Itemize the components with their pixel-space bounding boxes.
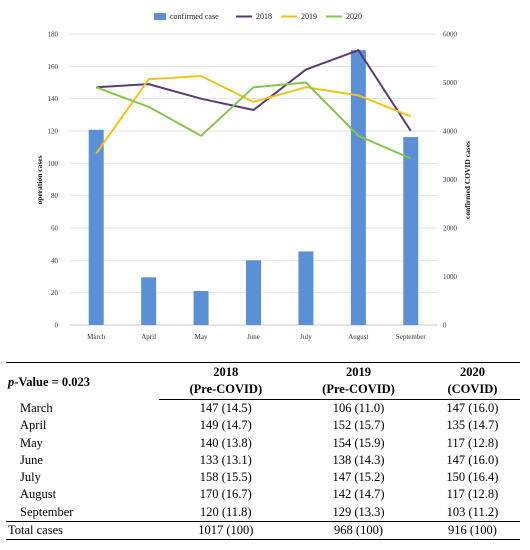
legend-label: 2019: [301, 12, 317, 21]
legend-label: 2018: [256, 12, 272, 21]
row-label: August: [20, 487, 57, 502]
total-2019: 968 (100): [292, 521, 425, 541]
y-left-tick-label: 120: [48, 128, 59, 136]
cell-2020: 150 (16.4): [446, 470, 499, 485]
bar: [350, 50, 366, 325]
gridlines: [70, 33, 437, 326]
cell-2018: 147 (14.5): [199, 401, 252, 415]
col-header-2018: 2018: [159, 362, 293, 380]
total-2020: 916 (100): [424, 521, 520, 541]
x-tick-label: August: [348, 333, 368, 341]
x-tick-label: March: [87, 333, 106, 341]
y-left-tick-label: 160: [48, 63, 59, 71]
cell-2019: 147 (15.2): [332, 470, 385, 485]
row-label: June: [20, 452, 43, 467]
bar-series: [88, 50, 419, 325]
combo-chart: 0 20 40 60 80 100 120 140 160 180 0 1000 2000 3000 400…: [35, 12, 472, 342]
legend: confirmed case 2018 2019 2020: [154, 12, 362, 21]
series-line-2018: [96, 49, 412, 132]
y-left-tick-label: 140: [48, 95, 59, 103]
data-table: p-Value = 0.023 2018 2019 2020 (Pre-COVI…: [6, 362, 520, 541]
table-row: August 170 (16.7) 142 (14.7) 117 (12.8): [6, 486, 520, 503]
series-line-2019: [95, 75, 412, 155]
row-label: April: [20, 418, 47, 433]
cell-2018: 158 (15.5): [199, 470, 252, 485]
y-left-tick-label: 20: [51, 289, 59, 297]
legend-label: confirmed case: [170, 12, 219, 21]
total-label: Total cases: [6, 521, 160, 541]
table-row: June 133 (13.1) 138 (14.3) 147 (16.0): [6, 452, 520, 469]
y-left-tick-label: 40: [51, 257, 59, 265]
bar: [403, 137, 419, 325]
y-axis-left-title: operation cases: [35, 155, 44, 204]
x-tick-label: June: [247, 333, 260, 341]
y-right-tick-label: 5000: [443, 79, 458, 87]
cell-2019: 142 (14.7): [332, 487, 385, 502]
x-tick-label: April: [141, 333, 156, 341]
cell-2020: 103 (11.2): [446, 504, 499, 519]
y-left-tick-label: 0: [55, 322, 59, 330]
y-right-tick-label: 2000: [443, 225, 458, 233]
pvalue-label: p-Value = 0.023: [6, 362, 160, 400]
cell-2018: 170 (16.7): [199, 487, 252, 502]
y-left-tick-label: 100: [48, 160, 59, 168]
y-right-tick-label: 4000: [443, 128, 458, 136]
operations-table: p-Value = 0.023 2018 2019 2020 (Pre-COVI…: [6, 362, 520, 541]
row-label: March: [20, 400, 53, 415]
line-series-group: [95, 49, 412, 160]
cell-2020: 135 (14.7): [446, 418, 499, 433]
col-header-2019: 2019: [292, 362, 425, 380]
legend-label: 2020: [346, 12, 362, 21]
bar: [246, 260, 261, 325]
table-body: March 147 (14.5) 106 (11.0) 147 (16.0) April…: [6, 400, 520, 541]
row-label: September: [20, 504, 74, 519]
table-row: May 140 (13.8) 154 (15.9) 117 (12.8): [6, 435, 520, 452]
table-row: July 158 (15.5) 147 (15.2) 150 (16.4): [6, 469, 520, 486]
table-row: April 149 (14.7) 152 (15.7) 135 (14.7): [6, 417, 520, 434]
axis-ticks: 0 20 40 60 80 100 120 140 160 180 0 1000 2000 3000 400…: [48, 31, 458, 342]
cell-2019: 106 (11.0): [332, 401, 385, 415]
cell-2020: 117 (12.8): [446, 487, 499, 502]
bar: [193, 291, 209, 325]
y-left-tick-label: 80: [51, 192, 59, 200]
total-2018: 1017 (100): [159, 521, 293, 541]
cell-2018: 133 (13.1): [199, 452, 252, 467]
bar: [298, 251, 314, 325]
cell-2018: 140 (13.8): [199, 435, 252, 450]
table-row: March 147 (14.5) 106 (11.0) 147 (16.0): [6, 400, 520, 418]
cell-2018: 149 (14.7): [199, 418, 252, 433]
cell-2019: 138 (14.3): [332, 452, 385, 467]
cell-2019: 152 (15.7): [332, 418, 385, 433]
col-subheader-2018: (Pre-COVID): [159, 380, 293, 400]
row-label: July: [20, 470, 41, 485]
x-tick-label: July: [300, 333, 312, 341]
x-tick-label: September: [396, 333, 427, 341]
y-right-tick-label: 0: [443, 322, 447, 330]
y-axis-right-title: confirmed COVID cases: [463, 141, 472, 219]
row-label: May: [20, 435, 43, 450]
table-row: September 120 (11.8) 129 (13.3) 103 (11.2): [6, 504, 520, 522]
legend-swatch-bar: [154, 13, 166, 20]
cell-2018: 120 (11.8): [199, 504, 252, 519]
y-right-tick-label: 3000: [443, 176, 458, 184]
y-left-tick-label: 60: [51, 225, 59, 233]
cell-2019: 129 (13.3): [332, 504, 385, 519]
x-tick-label: May: [195, 333, 208, 341]
y-right-tick-label: 6000: [443, 31, 458, 39]
col-subheader-2020: (COVID): [424, 380, 520, 400]
series-line-2020: [95, 81, 412, 160]
cell-2020: 147 (16.0): [446, 452, 499, 467]
col-header-2020: 2020: [424, 362, 520, 380]
total-row: Total cases 1017 (100) 968 (100) 916 (100): [6, 521, 520, 541]
cell-2020: 117 (12.8): [446, 435, 499, 450]
bar: [88, 129, 104, 325]
bar: [141, 277, 157, 325]
cell-2020: 147 (16.0): [446, 401, 499, 415]
y-left-tick-label: 180: [48, 31, 59, 39]
cell-2019: 154 (15.9): [332, 435, 385, 450]
col-subheader-2019: (Pre-COVID): [292, 380, 425, 400]
y-right-tick-label: 1000: [443, 273, 458, 281]
